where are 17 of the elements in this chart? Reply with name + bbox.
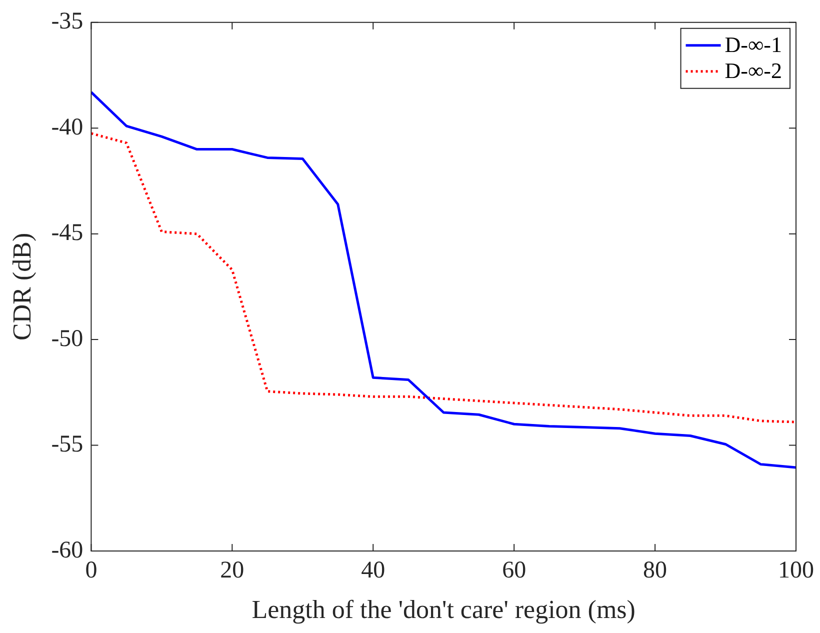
line-series xyxy=(91,132,796,424)
y-tick-label: -40 xyxy=(51,114,84,140)
x-tick-label: 40 xyxy=(361,558,386,584)
y-tick-label: -60 xyxy=(51,537,84,564)
legend-label: D-∞-2 xyxy=(724,58,782,84)
x-tick-label: 0 xyxy=(85,558,98,584)
x-tick-label: 20 xyxy=(220,558,244,584)
x-axis-title: Length of the 'don't care' region (ms) xyxy=(252,595,636,624)
y-tick-label: -35 xyxy=(51,8,84,35)
y-tick-label: -50 xyxy=(51,326,84,352)
x-tick-label: 80 xyxy=(643,558,668,584)
y-axis-title: CDR (dB) xyxy=(7,232,36,341)
legend-label: D-∞-1 xyxy=(724,32,782,58)
y-tick-label: -55 xyxy=(51,432,84,458)
x-tick-label: 100 xyxy=(778,558,814,584)
x-tick-label: 60 xyxy=(502,558,526,584)
y-tick-label: -45 xyxy=(51,220,84,246)
